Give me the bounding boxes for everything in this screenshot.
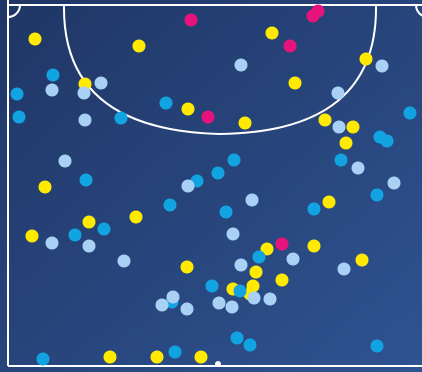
light-blue-point: [375, 59, 389, 73]
light-blue-point: [263, 292, 277, 306]
yellow-point: [28, 32, 42, 46]
magenta-point: [283, 39, 297, 53]
cyan-point: [168, 345, 182, 359]
yellow-point: [339, 136, 353, 150]
light-blue-point: [226, 227, 240, 241]
yellow-point: [275, 273, 289, 287]
light-blue-point: [94, 76, 108, 90]
cyan-point: [307, 202, 321, 216]
cyan-point: [12, 110, 26, 124]
light-blue-point: [155, 298, 169, 312]
data-points: [10, 4, 417, 366]
yellow-point: [25, 229, 39, 243]
light-blue-point: [180, 302, 194, 316]
cyan-point: [159, 96, 173, 110]
yellow-point: [307, 239, 321, 253]
magenta-point: [311, 4, 325, 18]
cyan-point: [97, 222, 111, 236]
light-blue-point: [245, 193, 259, 207]
yellow-point: [355, 253, 369, 267]
light-blue-point: [387, 176, 401, 190]
magenta-point: [184, 13, 198, 27]
yellow-point: [132, 39, 146, 53]
cyan-point: [163, 198, 177, 212]
yellow-point: [180, 260, 194, 274]
yellow-point: [181, 102, 195, 116]
light-blue-point: [332, 120, 346, 134]
magenta-point: [275, 237, 289, 251]
cyan-point: [211, 166, 225, 180]
yellow-point: [249, 265, 263, 279]
light-blue-point: [82, 239, 96, 253]
yellow-point: [103, 350, 117, 364]
light-blue-point: [45, 236, 59, 250]
light-blue-point: [77, 86, 91, 100]
field-markings: [7, 0, 422, 367]
yellow-point: [359, 52, 373, 66]
light-blue-point: [45, 83, 59, 97]
cyan-point: [219, 205, 233, 219]
light-blue-point: [247, 291, 261, 305]
light-blue-point: [337, 262, 351, 276]
center-spot: [215, 361, 221, 367]
light-blue-point: [78, 113, 92, 127]
cyan-point: [243, 338, 257, 352]
cyan-point: [68, 228, 82, 242]
yellow-point: [322, 195, 336, 209]
yellow-point: [38, 180, 52, 194]
cyan-point: [230, 331, 244, 345]
yellow-point: [346, 120, 360, 134]
light-blue-point: [234, 58, 248, 72]
cyan-point: [10, 87, 24, 101]
light-blue-point: [234, 258, 248, 272]
yellow-point: [318, 113, 332, 127]
light-blue-point: [212, 296, 226, 310]
yellow-point: [129, 210, 143, 224]
yellow-point: [260, 242, 274, 256]
yellow-point: [150, 350, 164, 364]
cyan-point: [334, 153, 348, 167]
yellow-point: [265, 26, 279, 40]
cyan-point: [46, 68, 60, 82]
light-blue-point: [181, 179, 195, 193]
cyan-point: [380, 134, 394, 148]
yellow-point: [82, 215, 96, 229]
corner-arc-top-left: [7, 4, 21, 18]
light-blue-point: [117, 254, 131, 268]
cyan-point: [252, 250, 266, 264]
magenta-point: [201, 110, 215, 124]
cyan-point: [370, 188, 384, 202]
cyan-point: [79, 173, 93, 187]
light-blue-point: [58, 154, 72, 168]
corner-arc-top-right: [415, 4, 422, 17]
light-blue-point: [331, 86, 345, 100]
light-blue-point: [166, 290, 180, 304]
cyan-point: [114, 111, 128, 125]
penalty-area-arc: [62, 4, 378, 136]
cyan-point: [36, 352, 50, 366]
yellow-point: [238, 116, 252, 130]
cyan-point: [370, 339, 384, 353]
yellow-point: [194, 350, 208, 364]
cyan-point: [403, 106, 417, 120]
cyan-point: [205, 279, 219, 293]
light-blue-point: [225, 300, 239, 314]
cyan-point: [227, 153, 241, 167]
yellow-point: [288, 76, 302, 90]
light-blue-point: [351, 161, 365, 175]
cyan-point: [233, 284, 247, 298]
light-blue-point: [286, 252, 300, 266]
